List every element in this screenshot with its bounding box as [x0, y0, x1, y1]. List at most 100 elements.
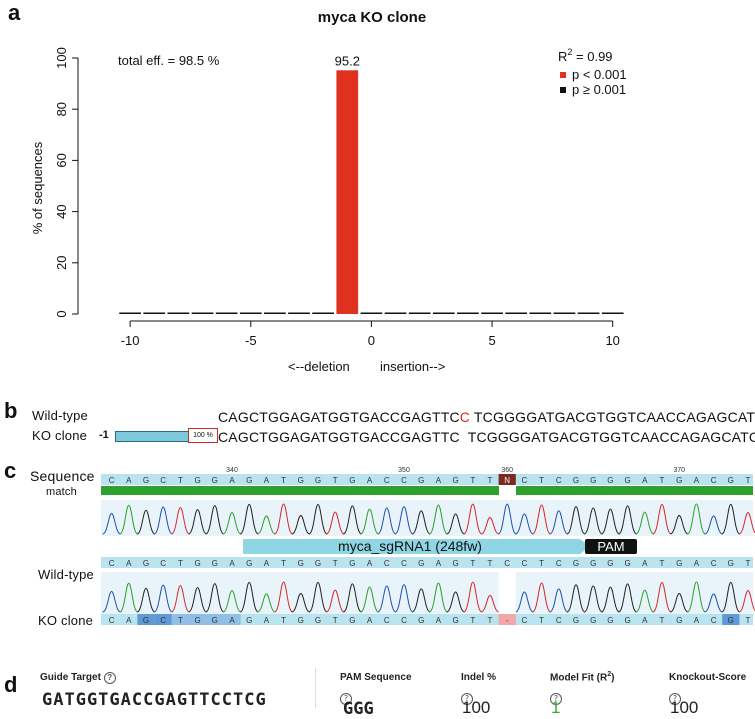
guide-arrow [243, 539, 590, 554]
base: C [556, 476, 562, 485]
b-indel-percent-box: 100 % [188, 428, 218, 443]
pam-sequence-header: PAM Sequence [340, 672, 412, 683]
bar [288, 312, 310, 314]
trace-peak [515, 591, 534, 613]
legend-swatch [560, 87, 566, 93]
trace-peak [635, 589, 655, 613]
base: T [178, 476, 183, 485]
trace-peak [721, 503, 741, 535]
trace-peak [583, 585, 603, 613]
base: G [298, 559, 304, 568]
trace-peak [601, 508, 620, 535]
base: G [418, 559, 424, 568]
trace-peak [429, 504, 448, 535]
trace-peak [274, 503, 294, 535]
y-axis-label: % of sequences [30, 141, 45, 234]
base: G [607, 559, 613, 568]
trace-peak [239, 581, 259, 613]
knockout-score-header: Knockout-Score [669, 672, 747, 683]
base: C [401, 559, 407, 568]
base: C [109, 616, 115, 625]
bar [384, 312, 407, 314]
guide-label: myca_sgRNA1 (248fw) [338, 538, 482, 554]
trace-peak [704, 515, 723, 535]
b-ko-sequence: CAGCTGGAGATGGTGACCGAGTTC TCGGGGATGACGTGG… [218, 429, 755, 445]
trace-peak [532, 582, 551, 613]
trace-peak [188, 509, 207, 535]
indel-header: Indel % [461, 672, 497, 683]
base: C [384, 559, 390, 568]
trace-peak [618, 583, 637, 613]
bar [191, 312, 214, 314]
trace-peak [686, 581, 706, 613]
trace-peak [446, 591, 465, 613]
trace-peak [411, 588, 431, 613]
base: A [694, 476, 700, 485]
y-tick-label: 0 [54, 310, 69, 317]
guide-target-header: Guide Target ? [40, 672, 116, 684]
trace-peak [171, 585, 190, 613]
x-axis-label-deletion: <--deletion [288, 359, 350, 374]
base: G [298, 476, 304, 485]
c-ko-label: KO clone [38, 613, 94, 628]
base: G [212, 616, 218, 625]
base: G [573, 476, 579, 485]
base-highlight [498, 614, 516, 625]
trace-peak [566, 584, 586, 613]
trace-peak [480, 594, 500, 613]
base: C [711, 476, 717, 485]
trace-peak [670, 515, 689, 535]
base: T [281, 476, 286, 485]
base: A [126, 559, 132, 568]
y-tick-label: 40 [54, 204, 69, 218]
r-squared-annotation: R2 = 0.99 [558, 47, 613, 64]
trace-peak [515, 513, 534, 535]
base: G [452, 476, 458, 485]
model-fit-header-sup: 2 [607, 671, 612, 678]
base-highlight [223, 614, 241, 625]
base: T [746, 476, 751, 485]
base: A [126, 476, 132, 485]
base: T [539, 559, 544, 568]
base: G [212, 476, 218, 485]
base: G [624, 616, 630, 625]
base: A [264, 616, 270, 625]
indel-value: 100 [462, 698, 491, 717]
trace-peak [429, 582, 448, 613]
base: G [607, 616, 613, 625]
base: A [229, 559, 235, 568]
trace-peak [102, 591, 121, 613]
legend-label: p ≥ 0.001 [572, 82, 626, 97]
panel-letter-d: d [4, 672, 18, 697]
help-icon[interactable]: ? [103, 672, 116, 684]
bar [529, 312, 552, 314]
trace-peak [497, 503, 517, 535]
match-gap [499, 486, 516, 495]
panel-letter-b: b [4, 398, 18, 423]
base: A [436, 616, 442, 625]
trace-peak [411, 510, 431, 535]
bar [143, 312, 166, 314]
bar [601, 312, 624, 314]
trace-peak [360, 586, 379, 613]
base: G [728, 476, 734, 485]
base: A [436, 476, 442, 485]
trace-peak [480, 516, 500, 535]
base: T [470, 559, 475, 568]
base: G [246, 559, 252, 568]
x-tick-label: -5 [245, 333, 257, 348]
b-ko-label: KO clone [32, 428, 88, 443]
trace-peak [343, 505, 362, 535]
trace-peak [205, 505, 225, 535]
base: C [711, 559, 717, 568]
base: G [676, 616, 682, 625]
trace-peak [188, 587, 207, 613]
trace-peak [377, 585, 397, 613]
divider [315, 668, 316, 708]
base: C [109, 476, 115, 485]
panel-letter-a: a [8, 0, 21, 25]
trace-peak [153, 506, 173, 535]
base: - [506, 616, 509, 625]
